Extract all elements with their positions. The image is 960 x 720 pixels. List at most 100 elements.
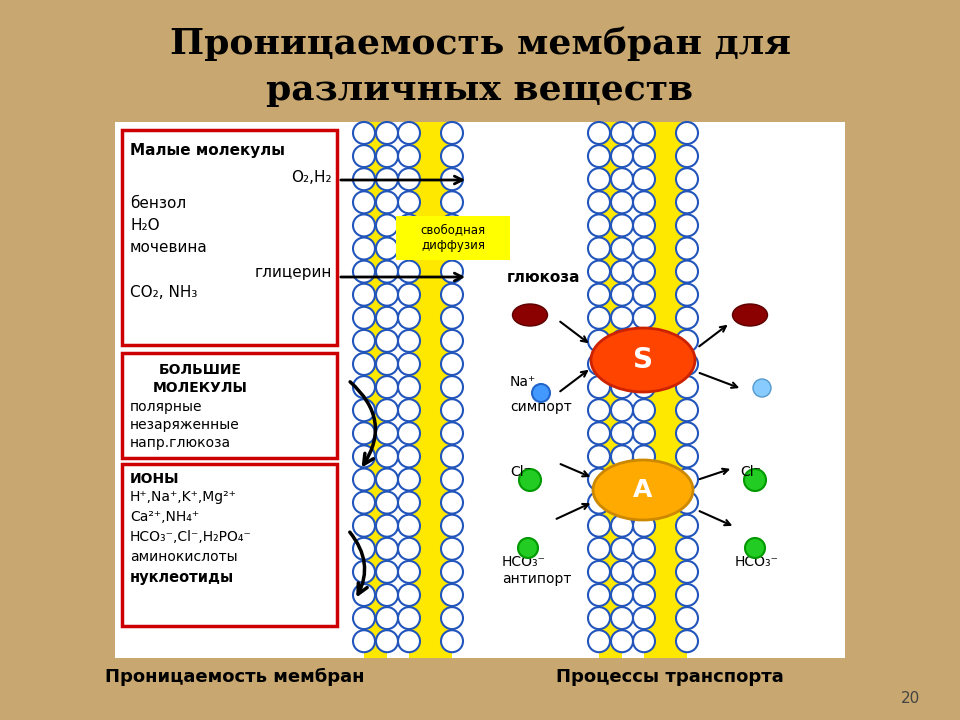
Circle shape	[676, 376, 698, 398]
Text: свободная
диффузия: свободная диффузия	[420, 223, 486, 253]
Circle shape	[676, 515, 698, 536]
Circle shape	[376, 469, 398, 490]
Circle shape	[532, 384, 550, 402]
Circle shape	[633, 630, 655, 652]
Circle shape	[633, 330, 655, 352]
Circle shape	[441, 584, 463, 606]
Circle shape	[676, 145, 698, 167]
Circle shape	[353, 215, 375, 236]
Circle shape	[441, 492, 463, 513]
Circle shape	[353, 122, 375, 144]
Circle shape	[376, 122, 398, 144]
Circle shape	[676, 215, 698, 236]
Text: Cl⁻: Cl⁻	[740, 465, 761, 479]
Text: A: A	[634, 478, 653, 502]
Circle shape	[353, 446, 375, 467]
Circle shape	[398, 330, 420, 352]
Circle shape	[611, 238, 633, 259]
Circle shape	[398, 399, 420, 421]
Circle shape	[588, 307, 610, 329]
Circle shape	[353, 284, 375, 306]
FancyBboxPatch shape	[409, 122, 452, 658]
Circle shape	[441, 446, 463, 467]
Circle shape	[588, 168, 610, 190]
Circle shape	[588, 353, 610, 375]
Circle shape	[398, 630, 420, 652]
Text: O₂,H₂: O₂,H₂	[292, 170, 332, 185]
Circle shape	[376, 353, 398, 375]
Circle shape	[633, 122, 655, 144]
Circle shape	[353, 145, 375, 167]
Circle shape	[353, 192, 375, 213]
Circle shape	[518, 538, 538, 558]
Circle shape	[611, 492, 633, 513]
Circle shape	[633, 399, 655, 421]
Circle shape	[611, 446, 633, 467]
Circle shape	[376, 376, 398, 398]
Circle shape	[753, 379, 771, 397]
Circle shape	[441, 330, 463, 352]
Circle shape	[611, 145, 633, 167]
Circle shape	[633, 446, 655, 467]
Circle shape	[588, 330, 610, 352]
Circle shape	[441, 607, 463, 629]
FancyBboxPatch shape	[364, 122, 387, 658]
Text: HCO₃⁻,Cl⁻,H₂PO₄⁻: HCO₃⁻,Cl⁻,H₂PO₄⁻	[130, 530, 252, 544]
Circle shape	[588, 630, 610, 652]
Text: 20: 20	[900, 691, 920, 706]
Circle shape	[633, 561, 655, 583]
Circle shape	[398, 446, 420, 467]
Circle shape	[588, 584, 610, 606]
Circle shape	[676, 122, 698, 144]
Circle shape	[611, 423, 633, 444]
Circle shape	[353, 307, 375, 329]
Circle shape	[441, 423, 463, 444]
Circle shape	[353, 399, 375, 421]
Text: H₂O: H₂O	[130, 218, 159, 233]
Circle shape	[398, 353, 420, 375]
Text: БОЛЬШИЕ: БОЛЬШИЕ	[158, 363, 242, 377]
Circle shape	[353, 330, 375, 352]
FancyBboxPatch shape	[599, 122, 622, 658]
Circle shape	[744, 469, 766, 491]
Circle shape	[441, 353, 463, 375]
Circle shape	[633, 238, 655, 259]
Circle shape	[441, 261, 463, 282]
Circle shape	[441, 238, 463, 259]
Circle shape	[376, 261, 398, 282]
Circle shape	[633, 307, 655, 329]
Circle shape	[441, 145, 463, 167]
Circle shape	[611, 168, 633, 190]
Circle shape	[611, 538, 633, 560]
Circle shape	[441, 122, 463, 144]
Circle shape	[588, 376, 610, 398]
Circle shape	[633, 215, 655, 236]
Circle shape	[676, 353, 698, 375]
Circle shape	[398, 469, 420, 490]
Text: глюкоза: глюкоза	[507, 270, 581, 285]
Circle shape	[611, 261, 633, 282]
Circle shape	[441, 192, 463, 213]
Text: напр.глюкоза: напр.глюкоза	[130, 436, 231, 450]
Text: H⁺,Na⁺,K⁺,Mg²⁺: H⁺,Na⁺,K⁺,Mg²⁺	[130, 490, 237, 504]
Circle shape	[588, 192, 610, 213]
Circle shape	[676, 630, 698, 652]
Circle shape	[676, 307, 698, 329]
Circle shape	[588, 215, 610, 236]
Circle shape	[398, 515, 420, 536]
Circle shape	[441, 561, 463, 583]
Text: Cl⁻: Cl⁻	[510, 465, 531, 479]
Circle shape	[676, 399, 698, 421]
Text: Проницаемость мембран: Проницаемость мембран	[106, 668, 365, 686]
Circle shape	[611, 307, 633, 329]
Circle shape	[353, 423, 375, 444]
Circle shape	[398, 284, 420, 306]
Circle shape	[376, 145, 398, 167]
Ellipse shape	[593, 460, 693, 520]
Circle shape	[611, 515, 633, 536]
Circle shape	[676, 192, 698, 213]
Circle shape	[441, 168, 463, 190]
Circle shape	[441, 284, 463, 306]
Circle shape	[376, 168, 398, 190]
Circle shape	[353, 376, 375, 398]
